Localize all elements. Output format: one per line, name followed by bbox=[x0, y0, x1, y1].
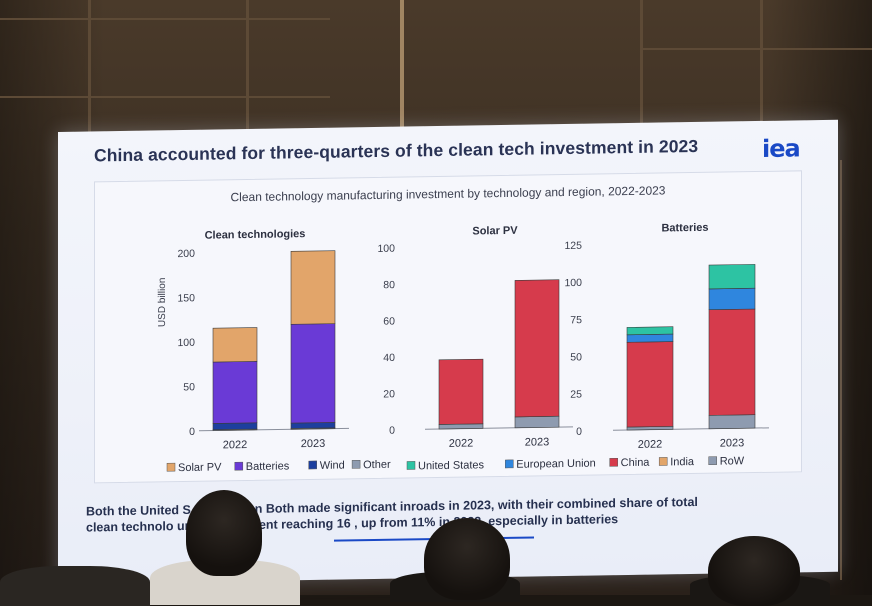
y-tick-label: 40 bbox=[383, 352, 395, 364]
bar-segment bbox=[212, 361, 258, 424]
legend-swatch bbox=[406, 461, 416, 470]
y-tick-label: 125 bbox=[564, 240, 582, 252]
wall-panel-seam bbox=[840, 160, 842, 580]
legend-swatch bbox=[308, 460, 317, 470]
bar-segment bbox=[708, 414, 756, 430]
y-tick-label: 25 bbox=[570, 389, 582, 401]
x-tick-label: 2022 bbox=[223, 439, 247, 451]
slide-title: China accounted for three-quarters of th… bbox=[94, 135, 699, 166]
bar-segment bbox=[708, 264, 756, 290]
y-tick-label: 75 bbox=[570, 314, 582, 326]
wall-panel-seam bbox=[88, 0, 91, 132]
legend-label: United States bbox=[418, 459, 485, 472]
projection-screen: China accounted for three-quarters of th… bbox=[58, 119, 838, 585]
wall-panel-seam bbox=[0, 96, 330, 98]
wall-panel-seam bbox=[400, 0, 404, 132]
bar-segment bbox=[290, 323, 336, 424]
legend-label: Other bbox=[363, 459, 391, 471]
y-tick-label: 50 bbox=[183, 381, 195, 393]
bar-segment bbox=[212, 327, 258, 363]
bar-segment bbox=[438, 358, 484, 425]
legend-swatch bbox=[658, 457, 668, 466]
legend-swatch bbox=[166, 462, 176, 472]
legend-label: China bbox=[621, 457, 651, 469]
x-tick-label: 2023 bbox=[301, 438, 325, 450]
y-tick-label: 200 bbox=[177, 248, 195, 260]
legend-label: RoW bbox=[720, 455, 745, 467]
y-tick-label: 0 bbox=[576, 426, 582, 438]
x-tick-label: 2022 bbox=[449, 437, 473, 449]
bar-segment bbox=[708, 287, 756, 311]
y-tick-label: 50 bbox=[570, 351, 582, 363]
wall-panel-seam bbox=[640, 0, 643, 132]
y-tick-label: 0 bbox=[189, 426, 195, 438]
y-tick-label: 150 bbox=[177, 292, 195, 304]
chart-frame: Clean technology manufacturing investmen… bbox=[94, 170, 802, 484]
audience-head bbox=[424, 518, 510, 600]
bar-segment bbox=[290, 250, 336, 325]
bar-segment bbox=[626, 341, 674, 428]
y-tick-label: 100 bbox=[177, 337, 195, 349]
wall-panel-seam bbox=[0, 18, 330, 20]
legend-swatch bbox=[708, 456, 717, 466]
bar-segment bbox=[290, 422, 336, 429]
panel-title: Solar PV bbox=[472, 225, 518, 238]
wall-panel-seam bbox=[640, 48, 872, 50]
y-tick-label: 100 bbox=[377, 243, 395, 255]
wall-panel-seam bbox=[760, 0, 763, 132]
panel-title: Batteries bbox=[661, 222, 708, 235]
legend-swatch bbox=[609, 457, 618, 467]
bar-segment bbox=[514, 279, 560, 418]
legend-label: Batteries bbox=[246, 460, 290, 473]
legend-label: Solar PV bbox=[178, 461, 222, 474]
bar-segment bbox=[212, 422, 258, 430]
legend-label: European Union bbox=[516, 458, 596, 471]
y-tick-label: 0 bbox=[389, 425, 395, 437]
legend-label: India bbox=[670, 456, 695, 468]
x-tick-label: 2022 bbox=[638, 439, 662, 451]
x-tick-label: 2023 bbox=[525, 436, 549, 448]
bar-segment bbox=[626, 326, 674, 336]
audience-head bbox=[186, 490, 262, 576]
audience-shoulders bbox=[0, 566, 150, 606]
x-tick-label: 2023 bbox=[720, 437, 744, 449]
legend-swatch bbox=[234, 461, 244, 471]
bar-segment bbox=[626, 333, 674, 343]
y-tick-label: 60 bbox=[383, 316, 395, 328]
panel-title: Clean technologies bbox=[205, 228, 306, 242]
audience-head bbox=[708, 536, 800, 606]
bar-segment bbox=[708, 308, 756, 416]
legend-swatch bbox=[351, 460, 361, 469]
wall-panel-seam bbox=[246, 0, 249, 132]
y-axis-label: USD billion bbox=[157, 278, 168, 328]
y-tick-label: 80 bbox=[383, 279, 395, 291]
legend-label: Wind bbox=[320, 459, 345, 471]
iea-logo: iea bbox=[762, 134, 800, 163]
bar-segment bbox=[514, 415, 560, 429]
legend-swatch bbox=[505, 459, 514, 469]
y-tick-label: 100 bbox=[564, 277, 582, 289]
y-tick-label: 20 bbox=[383, 388, 395, 400]
